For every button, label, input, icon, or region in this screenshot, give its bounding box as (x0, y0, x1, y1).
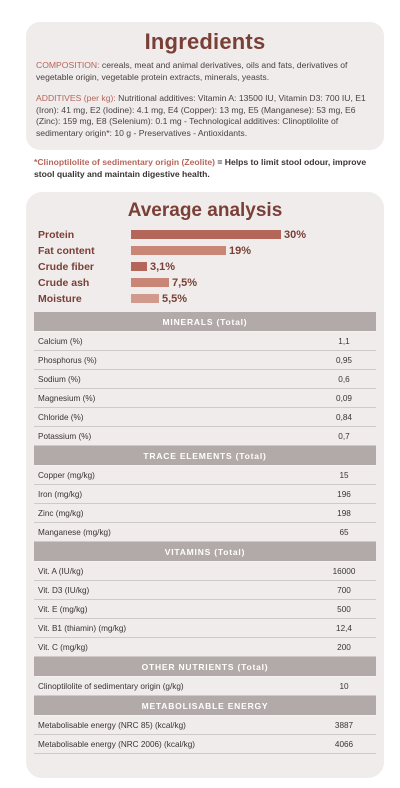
row-value: 3887 (334, 721, 354, 730)
zeolite-note-body: = Helps to limit stool odour, improve st… (34, 157, 367, 179)
row-label: Magnesium (%) (38, 394, 96, 403)
analysis-label: Crude fiber (38, 261, 95, 273)
row-value: 196 (337, 490, 351, 499)
analysis-bar (131, 278, 169, 287)
ingredients-title: Ingredients (144, 29, 266, 54)
row-value: 500 (337, 605, 351, 614)
analysis-value: 7,5% (172, 277, 198, 289)
row-label: Metabolisable energy (NRC 2006) (kcal/kg… (38, 740, 195, 749)
table-row: Zinc (mg/kg) 198 (34, 504, 376, 523)
row-value: 0,95 (336, 356, 352, 365)
row-value: 0,09 (336, 394, 352, 403)
row-value: 4066 (334, 740, 354, 749)
analysis-value: 3,1% (150, 261, 176, 273)
nutrient-table: MINERALS (Total) Calcium (%) 1,1 Phosphorus… (34, 312, 376, 754)
additives-body: Nutritional additives: Vitamin A: 13500 … (36, 93, 366, 138)
table-row: Sodium (%) 0,6 (34, 370, 376, 389)
analysis-bar (131, 294, 159, 303)
zeolite-note: *Clinoptilolite of sedimentary origin (Z… (34, 157, 379, 180)
table-row: Magnesium (%) 0,09 (34, 389, 376, 408)
table-row: Chloride (%) 0,84 (34, 408, 376, 427)
row-label: Metabolisable energy (NRC 85) (kcal/kg) (38, 721, 186, 730)
row-label: Calcium (%) (38, 337, 83, 346)
section-header: VITAMINS (Total) (34, 542, 376, 562)
table-row: Calcium (%) 1,1 (34, 332, 376, 351)
section-header: OTHER NUTRIENTS (Total) (34, 657, 376, 677)
additives-text: ADDITIVES (per kg): Nutritional additive… (36, 93, 374, 139)
analysis-label: Protein (38, 229, 75, 241)
analysis-label: Fat content (38, 245, 95, 257)
row-label: Vit. B1 (thiamin) (mg/kg) (38, 624, 127, 633)
row-value: 0,84 (336, 413, 352, 422)
ingredients-card: Ingredients COMPOSITION: cereals, meat a… (26, 22, 384, 150)
analysis-bar (131, 246, 226, 255)
zeolite-note-lead: *Clinoptilolite of sedimentary origin (Z… (34, 157, 215, 167)
section-header: TRACE ELEMENTS (Total) (34, 446, 376, 466)
row-value: 15 (339, 471, 349, 480)
row-label: Potassium (%) (38, 432, 92, 441)
row-label: Iron (mg/kg) (38, 490, 83, 499)
table-row: Vit. E (mg/kg) 500 (34, 600, 376, 619)
analysis-value: 19% (229, 245, 252, 257)
table-row: Copper (mg/kg) 15 (34, 466, 376, 485)
row-label: Vit. E (mg/kg) (38, 605, 88, 614)
table-row: Metabolisable energy (NRC 2006) (kcal/kg… (34, 735, 376, 754)
row-value: 12,4 (336, 624, 352, 633)
table-row: Metabolisable energy (NRC 85) (kcal/kg) 3… (34, 716, 376, 735)
row-value: 0,7 (338, 432, 350, 441)
row-label: Chloride (%) (38, 413, 84, 422)
row-label: Vit. A (IU/kg) (38, 567, 84, 576)
row-value: 10 (339, 682, 349, 691)
table-row: Phosphorus (%) 0,95 (34, 351, 376, 370)
table-row: Potassium (%) 0,7 (34, 427, 376, 446)
analysis-row: Crude ash 7,5% (38, 276, 368, 290)
row-value: 198 (337, 509, 351, 518)
row-value: 200 (337, 643, 351, 652)
table-row: Vit. A (IU/kg) 16000 (34, 562, 376, 581)
analysis-label: Crude ash (38, 277, 90, 289)
analysis-row: Protein 30% (38, 228, 368, 242)
analysis-value: 5,5% (162, 293, 188, 305)
row-label: Copper (mg/kg) (38, 471, 95, 480)
additives-lead: ADDITIVES (per kg): (36, 93, 116, 103)
analysis-label: Moisture (38, 293, 82, 305)
table-row: Vit. D3 (IU/kg) 700 (34, 581, 376, 600)
analysis-bar (131, 230, 281, 239)
table-row: Manganese (mg/kg) 65 (34, 523, 376, 542)
row-label: Vit. C (mg/kg) (38, 643, 88, 652)
row-label: Manganese (mg/kg) (38, 528, 111, 537)
table-row: Vit. C (mg/kg) 200 (34, 638, 376, 657)
row-label: Phosphorus (%) (38, 356, 97, 365)
section-header: METABOLISABLE ENERGY (34, 696, 376, 716)
analysis-card: Average analysis Protein 30% Fat content 19… (26, 192, 384, 778)
row-value: 1,1 (338, 337, 350, 346)
row-label: Clinoptilolite of sedimentary origin (g/… (38, 682, 184, 691)
row-value: 65 (339, 528, 349, 537)
composition-lead: COMPOSITION: (36, 60, 100, 70)
table-row: Vit. B1 (thiamin) (mg/kg) 12,4 (34, 619, 376, 638)
composition-text: COMPOSITION: cereals, meat and animal de… (36, 60, 374, 83)
analysis-value: 30% (284, 229, 307, 241)
row-value: 0,6 (338, 375, 350, 384)
table-row: Iron (mg/kg) 196 (34, 485, 376, 504)
row-label: Zinc (mg/kg) (38, 509, 84, 518)
table-row: Clinoptilolite of sedimentary origin (g/… (34, 677, 376, 696)
row-value: 16000 (332, 567, 356, 576)
row-label: Vit. D3 (IU/kg) (38, 586, 90, 595)
row-value: 700 (337, 586, 351, 595)
analysis-bar (131, 262, 147, 271)
analysis-row: Moisture 5,5% (38, 292, 368, 306)
section-header: MINERALS (Total) (34, 312, 376, 332)
analysis-row: Fat content 19% (38, 244, 368, 258)
analysis-row: Crude fiber 3,1% (38, 260, 368, 274)
composition-body: cereals, meat and animal derivatives, oi… (36, 60, 348, 82)
analysis-title: Average analysis (127, 200, 283, 221)
row-label: Sodium (%) (38, 375, 81, 384)
